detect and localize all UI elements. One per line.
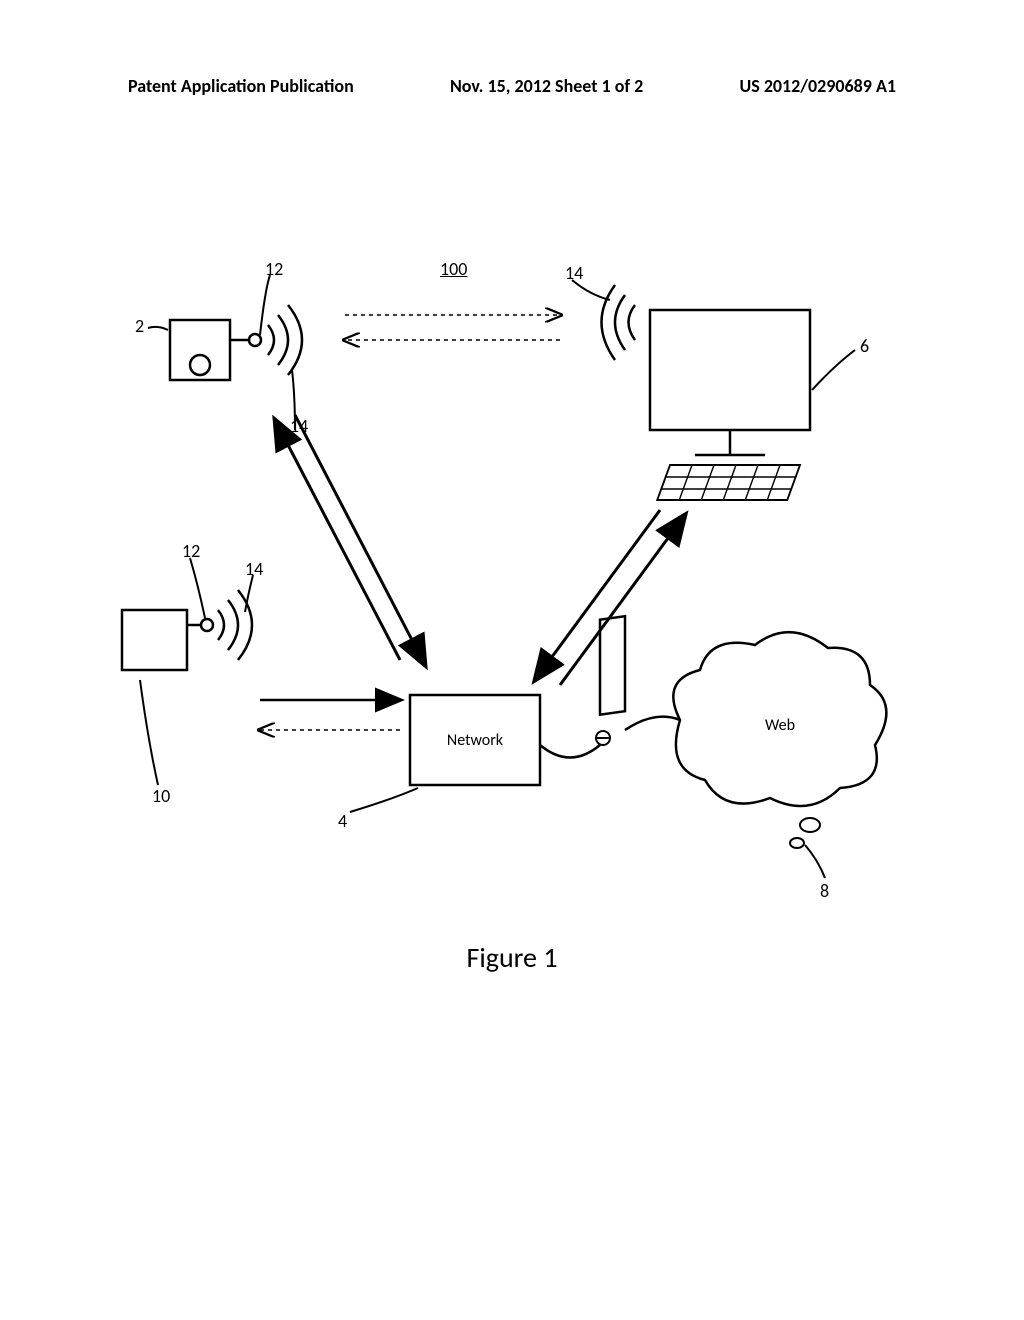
leader-8	[805, 845, 825, 878]
ref-14b: 14	[290, 415, 308, 437]
page-header: Patent Application Publication Nov. 15, …	[128, 75, 896, 97]
ref-4: 4	[338, 810, 347, 832]
ref-12b: 12	[182, 540, 200, 562]
ref-14c: 14	[245, 558, 263, 580]
ref-10: 10	[152, 785, 170, 807]
web-label: Web	[765, 716, 795, 735]
ref-12a: 12	[265, 258, 283, 280]
device-2	[170, 305, 302, 380]
ref-14a: 14	[565, 262, 583, 284]
diagram-svg: Network Web	[100, 240, 924, 940]
leader-2	[148, 327, 168, 330]
computer-6	[602, 285, 811, 500]
ref-8: 8	[820, 880, 829, 902]
device-10	[122, 590, 252, 670]
arrow-2-to-network	[295, 415, 425, 665]
header-right: US 2012/0290689 A1	[739, 75, 896, 97]
leader-6	[812, 350, 855, 390]
header-left: Patent Application Publication	[128, 75, 354, 97]
network-label: Network	[447, 731, 504, 750]
network-box: Network	[410, 695, 540, 785]
web-cloud: Web	[673, 632, 886, 848]
ref-6: 6	[860, 335, 869, 357]
network-diagram: Network Web	[100, 240, 924, 880]
arrow-network-to-6	[560, 515, 685, 685]
firewall-card	[540, 616, 625, 757]
figure-caption: Figure 1	[0, 940, 1024, 975]
arrow-network-to-2	[275, 420, 400, 660]
ref-2: 2	[135, 315, 144, 337]
arrow-6-to-network	[535, 510, 660, 680]
leader-12b	[190, 558, 205, 618]
leader-10	[140, 680, 158, 785]
header-center: Nov. 15, 2012 Sheet 1 of 2	[450, 75, 643, 97]
ref-100: 100	[440, 258, 467, 280]
leader-4	[350, 788, 418, 812]
